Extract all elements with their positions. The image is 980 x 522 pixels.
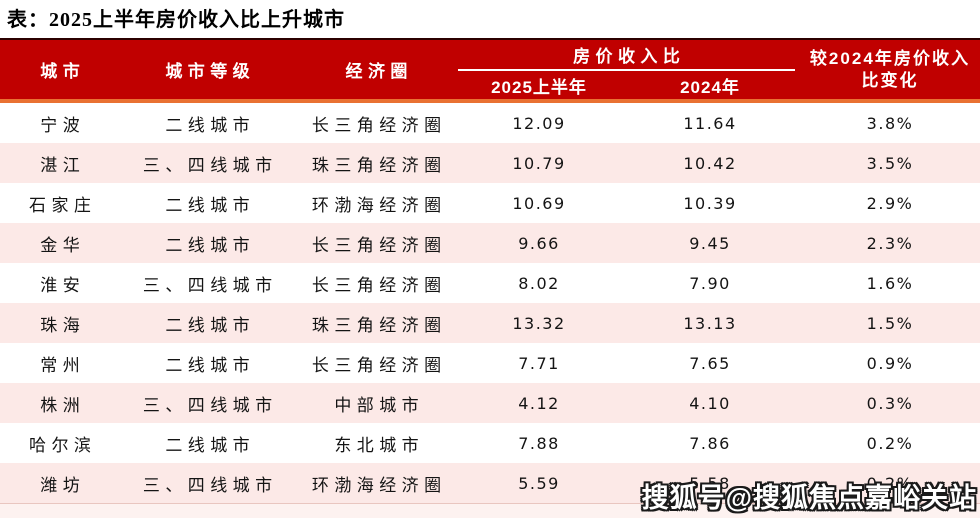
table-cell: 长三角经济圈 bbox=[311, 235, 447, 255]
table-cell: 7.71 bbox=[518, 353, 560, 373]
table-cell: 二线城市 bbox=[165, 115, 256, 135]
table-cell: 二线城市 bbox=[165, 435, 256, 455]
header-tier: 城市等级 bbox=[165, 62, 256, 81]
header-2025h1: 2025上半年 bbox=[491, 77, 587, 97]
city-cell: 潍坊 bbox=[40, 475, 86, 495]
table-cell: 三、四线城市 bbox=[142, 395, 278, 415]
table-cell: 10.69 bbox=[512, 193, 566, 213]
city-cell: 常州 bbox=[40, 355, 86, 375]
table-cell: 5.59 bbox=[518, 473, 560, 493]
table-cell: 7.88 bbox=[518, 433, 560, 453]
sohu-watermark: 搜狐号@搜狐焦点嘉峪关站 bbox=[641, 483, 977, 513]
city-cell: 哈尔滨 bbox=[29, 435, 97, 455]
city-cell: 珠海 bbox=[40, 315, 86, 335]
table-cell: 4.10 bbox=[689, 393, 731, 413]
city-cell: 金华 bbox=[40, 235, 86, 255]
city-cell: 石家庄 bbox=[29, 195, 97, 215]
table-cell: 7.90 bbox=[689, 273, 731, 293]
table-cell: 10.79 bbox=[512, 153, 566, 173]
table-row: 石家庄 二线城市 环渤海经济圈 10.69 10.39 2.9% bbox=[0, 183, 980, 223]
table-cell: 10.39 bbox=[683, 193, 737, 213]
table-row: 常州 二线城市 长三角经济圈 7.71 7.65 0.9% bbox=[0, 343, 980, 383]
table-cell: 13.13 bbox=[683, 313, 737, 333]
table-row: 淮安 三、四线城市 长三角经济圈 8.02 7.90 1.6% bbox=[0, 263, 980, 303]
table-cell: 二线城市 bbox=[165, 355, 256, 375]
table-cell: 0.9% bbox=[866, 353, 914, 373]
table-cell: 长三角经济圈 bbox=[311, 275, 447, 295]
table-row: 潍坊 三、四线城市 环渤海经济圈 5.59 5.58 0.2% bbox=[0, 463, 980, 503]
table-cell: 环渤海经济圈 bbox=[311, 195, 447, 215]
table-cell: 0.3% bbox=[866, 393, 914, 413]
header-city: 城市 bbox=[40, 62, 86, 81]
header-2024: 2024年 bbox=[680, 77, 740, 97]
header-change-line1: 较2024年房价收入 bbox=[809, 48, 971, 68]
table-cell: 5.58 bbox=[689, 473, 731, 493]
table-cell: 11.64 bbox=[683, 113, 737, 133]
table-cell: 0.2% bbox=[866, 433, 914, 453]
table-cell: 2.3% bbox=[866, 233, 914, 253]
page-title: 表：2025上半年房价收入比上升城市 bbox=[7, 9, 345, 31]
table-cell: 10.42 bbox=[683, 153, 737, 173]
table-cell: 长三角经济圈 bbox=[311, 115, 447, 135]
table-cell: 环渤海经济圈 bbox=[311, 475, 447, 495]
table-cell: 东北城市 bbox=[334, 435, 425, 455]
table-cell: 3.5% bbox=[866, 153, 914, 173]
city-cell: 宁波 bbox=[40, 115, 86, 135]
table-row: 株洲 三、四线城市 中部城市 4.12 4.10 0.3% bbox=[0, 383, 980, 423]
table-cell: 二线城市 bbox=[165, 235, 256, 255]
table-cell: 珠三角经济圈 bbox=[311, 155, 447, 175]
table-row: 宁波 二线城市 长三角经济圈 12.09 11.64 3.8% bbox=[0, 103, 980, 143]
table-cell: 1.5% bbox=[866, 313, 914, 333]
table-cell: 8.02 bbox=[518, 273, 560, 293]
table-row: 金华 二线城市 长三角经济圈 9.66 9.45 2.3% bbox=[0, 223, 980, 263]
table-cell: 7.65 bbox=[689, 353, 731, 373]
table-cell: 2.9% bbox=[866, 193, 914, 213]
table-row: 珠海 二线城市 珠三角经济圈 13.32 13.13 1.5% bbox=[0, 303, 980, 343]
table-cell: 1.6% bbox=[866, 273, 914, 293]
table-cell: 0.2% bbox=[866, 473, 914, 493]
table-cell: 珠三角经济圈 bbox=[311, 315, 447, 335]
city-cell: 淮安 bbox=[40, 275, 86, 295]
table-cell: 7.86 bbox=[689, 433, 731, 453]
header-ratio-group: 房价收入比 2025上半年 2024年 bbox=[458, 40, 800, 99]
table-cell: 3.8% bbox=[866, 113, 914, 133]
table-row: 哈尔滨 二线城市 东北城市 7.88 7.86 0.2% bbox=[0, 423, 980, 463]
table-cell: 13.32 bbox=[512, 313, 566, 333]
table-body: 宁波 二线城市 长三角经济圈 12.09 11.64 3.8% 湛江 三、四线城市 珠三角经济圈… bbox=[0, 103, 980, 503]
table-cell: 中部城市 bbox=[334, 395, 425, 415]
table-cell: 9.45 bbox=[689, 233, 731, 253]
table-cell: 二线城市 bbox=[165, 195, 256, 215]
table-cell: 12.09 bbox=[512, 113, 566, 133]
table-cell: 长三角经济圈 bbox=[311, 355, 447, 375]
table-cell: 三、四线城市 bbox=[142, 475, 278, 495]
header-change: 较2024年房价收入 比变化 bbox=[800, 40, 980, 99]
table-cell: 4.12 bbox=[518, 393, 560, 413]
table-header: 城市 城市等级 经济圈 房价收入比 2025上半年 2024年 较2024年房价… bbox=[0, 38, 980, 103]
table-bottom-strip bbox=[0, 503, 980, 518]
table-cell: 9.66 bbox=[518, 233, 560, 253]
city-cell: 湛江 bbox=[40, 155, 86, 175]
table-cell: 二线城市 bbox=[165, 315, 256, 335]
header-ratio-group-label: 房价收入比 bbox=[458, 40, 795, 71]
city-cell: 株洲 bbox=[40, 395, 86, 415]
header-change-line2: 比变化 bbox=[861, 70, 919, 90]
ratio-table: 城市 城市等级 经济圈 房价收入比 2025上半年 2024年 较2024年房价… bbox=[0, 38, 980, 518]
table-row: 湛江 三、四线城市 珠三角经济圈 10.79 10.42 3.5% bbox=[0, 143, 980, 183]
header-circle: 经济圈 bbox=[345, 62, 413, 81]
table-cell: 三、四线城市 bbox=[142, 275, 278, 295]
table-cell: 三、四线城市 bbox=[142, 155, 278, 175]
